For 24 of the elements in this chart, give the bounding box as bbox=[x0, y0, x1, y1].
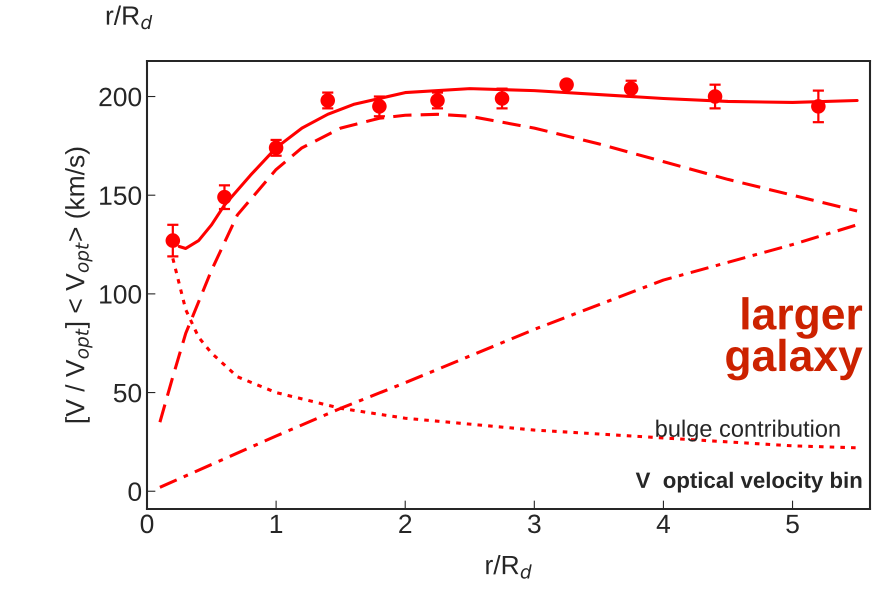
x-tick-label: 4 bbox=[656, 514, 670, 533]
point bbox=[166, 233, 180, 248]
x-tick-label: 2 bbox=[399, 514, 412, 533]
point bbox=[708, 89, 722, 104]
text: r/R$_{d}$ bbox=[106, 6, 152, 30]
x-tick-label: 3 bbox=[528, 514, 540, 534]
point bbox=[811, 99, 826, 114]
annotation: V optical velocity bin bbox=[636, 472, 862, 492]
point bbox=[494, 91, 510, 106]
y-tick-label: 100 bbox=[100, 285, 142, 304]
y-tick-label: 0 bbox=[128, 482, 142, 502]
y-tick-label: 150 bbox=[100, 186, 142, 206]
point bbox=[372, 99, 387, 114]
y-axis-title: [V / V$_{opt}$] < V$_{opt}$> (km/s) bbox=[65, 148, 92, 422]
annotation: bulge contribution bbox=[656, 420, 840, 442]
point bbox=[217, 190, 232, 204]
annotation: larger galaxy bbox=[726, 297, 863, 380]
x-tick-label: 5 bbox=[786, 514, 799, 534]
x-tick-label: 1 bbox=[270, 514, 282, 533]
y-tick-label: 50 bbox=[114, 384, 142, 402]
point bbox=[559, 77, 574, 92]
y-tick-label: 200 bbox=[99, 88, 142, 106]
x-axis-title: r/R$_{d}$ bbox=[486, 554, 532, 579]
x-tick-label: 0 bbox=[140, 514, 154, 534]
